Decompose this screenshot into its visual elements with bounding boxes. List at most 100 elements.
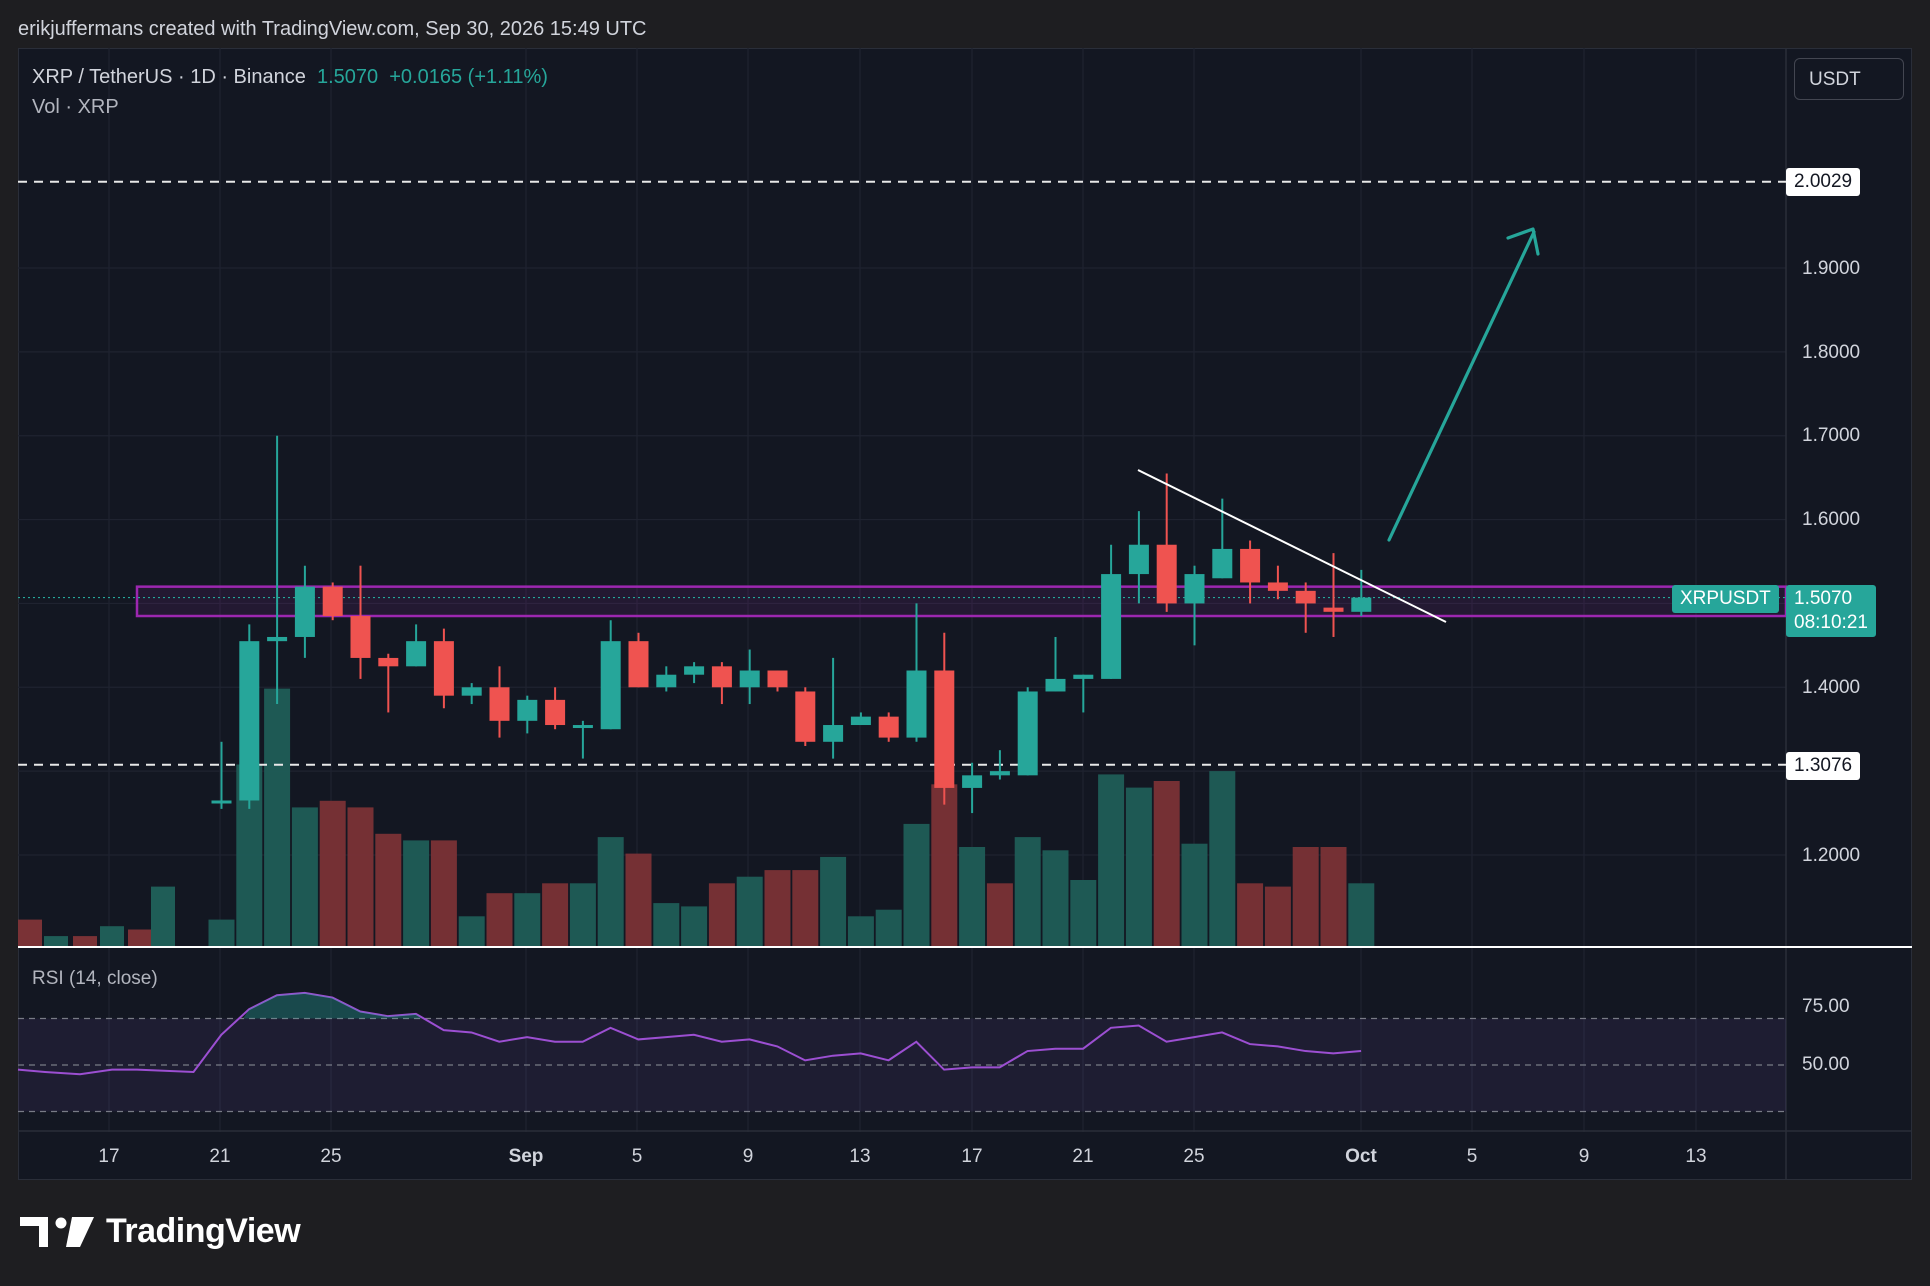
volume-bar: [1014, 837, 1041, 946]
rsi-line: [17, 991, 1362, 1076]
currency-button[interactable]: USDT: [1794, 58, 1904, 100]
resistance-zone: [135, 585, 1788, 618]
candle-body: [1351, 597, 1372, 612]
volume-bar: [569, 883, 596, 946]
candle-body: [628, 641, 649, 688]
chart-credit: erikjuffermans created with TradingView.…: [18, 18, 647, 40]
volume-bar: [1292, 847, 1319, 946]
volume-legend[interactable]: Vol · XRP: [32, 96, 119, 118]
upper-level-tag: 2.0029: [1786, 168, 1861, 196]
tradingview-logo[interactable]: TradingView: [20, 1212, 301, 1251]
volume-bar: [1181, 843, 1208, 946]
candle-body: [767, 670, 788, 688]
volume-bar: [986, 883, 1013, 946]
candle-body: [1101, 574, 1122, 679]
volume-bar: [681, 906, 708, 946]
time-axis-tick: 25: [1183, 1146, 1205, 1167]
candle-body: [823, 725, 844, 742]
volume-bar: [100, 926, 124, 946]
bar-countdown: 08:10:21: [1794, 612, 1868, 633]
candle-body: [350, 616, 371, 658]
volume-bar: [764, 870, 791, 946]
time-axis-tick: 25: [320, 1146, 342, 1167]
time-axis-tick: 21: [1072, 1146, 1094, 1167]
candle-body: [1267, 582, 1288, 591]
volume-bar: [1070, 880, 1097, 946]
price-change: +0.0165 (+1.11%): [389, 66, 548, 88]
volume-bar: [625, 853, 652, 946]
time-axis-tick: Sep: [508, 1146, 544, 1167]
volume-bar: [708, 883, 735, 946]
target-arrow-head: [1506, 227, 1540, 256]
candle-body: [739, 670, 760, 688]
candle-body: [1323, 607, 1344, 612]
time-axis-tick: 17: [961, 1146, 983, 1167]
price-axis-tick: 1.6000: [1802, 509, 1861, 530]
volume-bar: [1153, 781, 1180, 946]
rsi-overbought-fill: [243, 992, 422, 1019]
candle-body: [934, 670, 955, 788]
candle-body: [1184, 574, 1205, 604]
candle-body: [1073, 674, 1094, 679]
volume-bar: [1125, 787, 1152, 946]
volume-bar: [597, 837, 624, 946]
volume-bar: [1348, 883, 1375, 946]
tradingview-logo-icon: [20, 1216, 94, 1247]
candle-body: [489, 687, 510, 721]
candle-body: [267, 636, 288, 642]
symbol-name[interactable]: XRP / TetherUS · 1D · Binance: [32, 66, 306, 88]
candle-body: [572, 725, 593, 729]
volume-bar: [875, 909, 902, 946]
volume-bar: [208, 919, 235, 946]
volume-bar: [514, 893, 541, 946]
volume-bar: [792, 870, 819, 946]
lower-level-tag: 1.3076: [1786, 752, 1861, 780]
tradingview-logo-text: TradingView: [106, 1212, 301, 1250]
volume-bar: [736, 876, 763, 946]
time-axis-tick: 13: [1685, 1146, 1707, 1167]
candle-body: [322, 586, 343, 617]
candle-body: [878, 716, 899, 738]
candle-body: [211, 800, 232, 804]
candle-body: [850, 716, 871, 726]
candle-body: [433, 641, 454, 696]
time-axis-tick: 13: [849, 1146, 871, 1167]
candle-body: [795, 691, 816, 742]
volume-bar: [931, 784, 958, 946]
volume-bar: [847, 916, 874, 946]
volume-bar: [151, 886, 175, 946]
volume-bar: [128, 929, 152, 946]
volume-bar: [44, 936, 68, 946]
candle-body: [600, 641, 621, 730]
volume-bar: [542, 883, 569, 946]
volume-bar: [486, 893, 513, 946]
volume-bar: [73, 936, 97, 946]
candle-body: [1295, 590, 1316, 604]
symbol-legend: XRP / TetherUS · 1D · Binance 1.5070 +0.…: [32, 66, 548, 89]
volume-bar: [347, 807, 374, 946]
rsi-legend[interactable]: RSI (14, close): [32, 968, 158, 989]
last-price-tag-value: 1.5070: [1794, 588, 1853, 609]
volume-bar: [959, 847, 986, 946]
target-arrow: [1387, 230, 1536, 542]
time-axis-tick: 9: [742, 1146, 754, 1167]
volume-bar: [1042, 850, 1069, 946]
time-axis-tick: Oct: [1345, 1146, 1377, 1167]
descending-trendline: [1137, 469, 1447, 623]
volume-bar: [1264, 886, 1291, 946]
candle-body: [239, 641, 260, 801]
candle-body: [1017, 691, 1038, 776]
candle-body: [517, 699, 538, 721]
volume-bar: [653, 903, 680, 946]
volume-bar: [18, 919, 42, 946]
rsi-axis-tick: 75.00: [1802, 996, 1850, 1017]
candle-body: [294, 586, 315, 637]
volume-bar: [458, 916, 485, 946]
volume-bar: [820, 856, 847, 946]
volume-bar: [903, 823, 930, 946]
last-price-tag: 1.5070 08:10:21: [1786, 585, 1876, 637]
volume-bar: [291, 807, 318, 946]
candle-body: [378, 657, 399, 667]
volume-bar: [319, 800, 346, 946]
